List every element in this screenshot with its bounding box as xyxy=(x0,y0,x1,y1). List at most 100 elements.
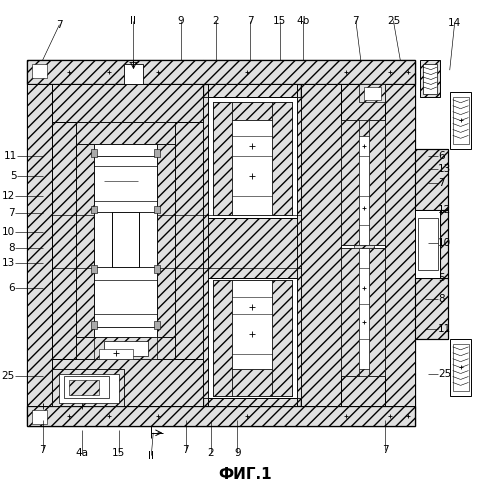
Text: 5: 5 xyxy=(438,272,445,282)
Bar xyxy=(232,102,272,120)
Bar xyxy=(52,359,203,406)
Bar xyxy=(91,265,97,273)
Bar xyxy=(32,410,47,424)
Bar xyxy=(301,84,341,406)
Text: 7: 7 xyxy=(247,16,253,26)
Bar xyxy=(415,149,448,211)
Bar xyxy=(354,245,374,248)
Bar xyxy=(27,60,203,426)
Bar xyxy=(175,122,203,359)
Bar xyxy=(341,120,385,376)
Bar xyxy=(154,265,160,273)
Text: 7: 7 xyxy=(8,209,15,219)
Text: 7: 7 xyxy=(352,16,359,26)
Text: 7: 7 xyxy=(382,445,389,455)
Bar xyxy=(415,277,448,339)
Text: 7: 7 xyxy=(183,445,189,455)
Bar xyxy=(94,337,157,359)
Text: 6: 6 xyxy=(8,282,15,292)
Bar xyxy=(359,136,369,245)
Bar xyxy=(208,277,296,398)
Bar xyxy=(208,84,296,97)
Bar xyxy=(385,84,415,406)
Bar xyxy=(76,337,175,359)
Text: II: II xyxy=(131,16,137,26)
Bar xyxy=(27,60,415,84)
Text: 13: 13 xyxy=(1,258,15,268)
Text: 14: 14 xyxy=(448,17,461,28)
Bar xyxy=(91,321,97,329)
Bar xyxy=(452,97,469,144)
Bar xyxy=(212,279,292,396)
Bar xyxy=(232,120,272,216)
Bar xyxy=(341,248,385,376)
Bar xyxy=(301,60,415,426)
Bar xyxy=(94,144,157,337)
Bar xyxy=(212,102,232,216)
Text: 25: 25 xyxy=(387,16,400,26)
Bar xyxy=(272,102,292,216)
Text: 7: 7 xyxy=(438,178,445,188)
Bar xyxy=(76,144,94,337)
Bar xyxy=(341,248,359,376)
Bar xyxy=(452,344,469,391)
Text: 4a: 4a xyxy=(76,448,88,458)
Text: 7: 7 xyxy=(39,445,46,455)
Text: II: II xyxy=(148,451,154,461)
Bar xyxy=(154,149,160,157)
Bar xyxy=(341,120,385,245)
Text: 9: 9 xyxy=(177,16,184,26)
Bar xyxy=(154,206,160,214)
Bar xyxy=(296,97,301,398)
Text: 8: 8 xyxy=(8,243,15,253)
Bar xyxy=(341,84,385,120)
Bar xyxy=(450,339,471,396)
Bar xyxy=(208,219,296,277)
Text: 2: 2 xyxy=(207,448,214,458)
Bar xyxy=(99,349,134,359)
Bar xyxy=(52,369,123,406)
Bar xyxy=(76,122,175,144)
Text: 11: 11 xyxy=(438,324,451,334)
Text: 12: 12 xyxy=(1,191,15,201)
Text: 4b: 4b xyxy=(297,16,310,26)
Bar xyxy=(232,279,272,369)
Bar xyxy=(64,376,109,398)
Bar xyxy=(76,122,175,359)
Text: 10: 10 xyxy=(438,238,451,248)
Bar xyxy=(52,84,203,122)
Bar xyxy=(359,84,385,102)
Bar xyxy=(208,398,296,406)
Bar xyxy=(341,120,359,245)
Text: 25: 25 xyxy=(438,369,451,379)
Bar xyxy=(272,279,292,396)
Bar xyxy=(94,156,157,213)
Bar xyxy=(341,376,385,406)
Bar xyxy=(423,64,437,94)
Text: 9: 9 xyxy=(234,448,241,458)
Bar xyxy=(69,380,99,395)
Bar xyxy=(440,211,448,277)
Bar xyxy=(232,369,272,396)
Bar xyxy=(27,84,52,406)
Bar xyxy=(359,248,369,369)
Bar xyxy=(208,97,296,219)
Bar xyxy=(91,149,97,157)
Bar xyxy=(212,279,232,396)
Bar xyxy=(94,267,157,327)
Text: 15: 15 xyxy=(112,448,125,458)
Text: 5: 5 xyxy=(10,171,17,181)
Text: ФИГ.1: ФИГ.1 xyxy=(218,467,272,482)
Bar xyxy=(415,211,440,277)
Bar xyxy=(91,206,97,214)
Text: 6: 6 xyxy=(438,151,445,161)
Bar xyxy=(123,64,143,84)
Bar xyxy=(418,219,438,270)
Bar xyxy=(212,102,292,216)
Bar xyxy=(450,92,471,149)
Text: 7: 7 xyxy=(56,19,63,29)
Bar xyxy=(59,374,119,403)
Bar xyxy=(154,321,160,329)
Text: 2: 2 xyxy=(212,16,219,26)
Bar xyxy=(203,60,301,426)
